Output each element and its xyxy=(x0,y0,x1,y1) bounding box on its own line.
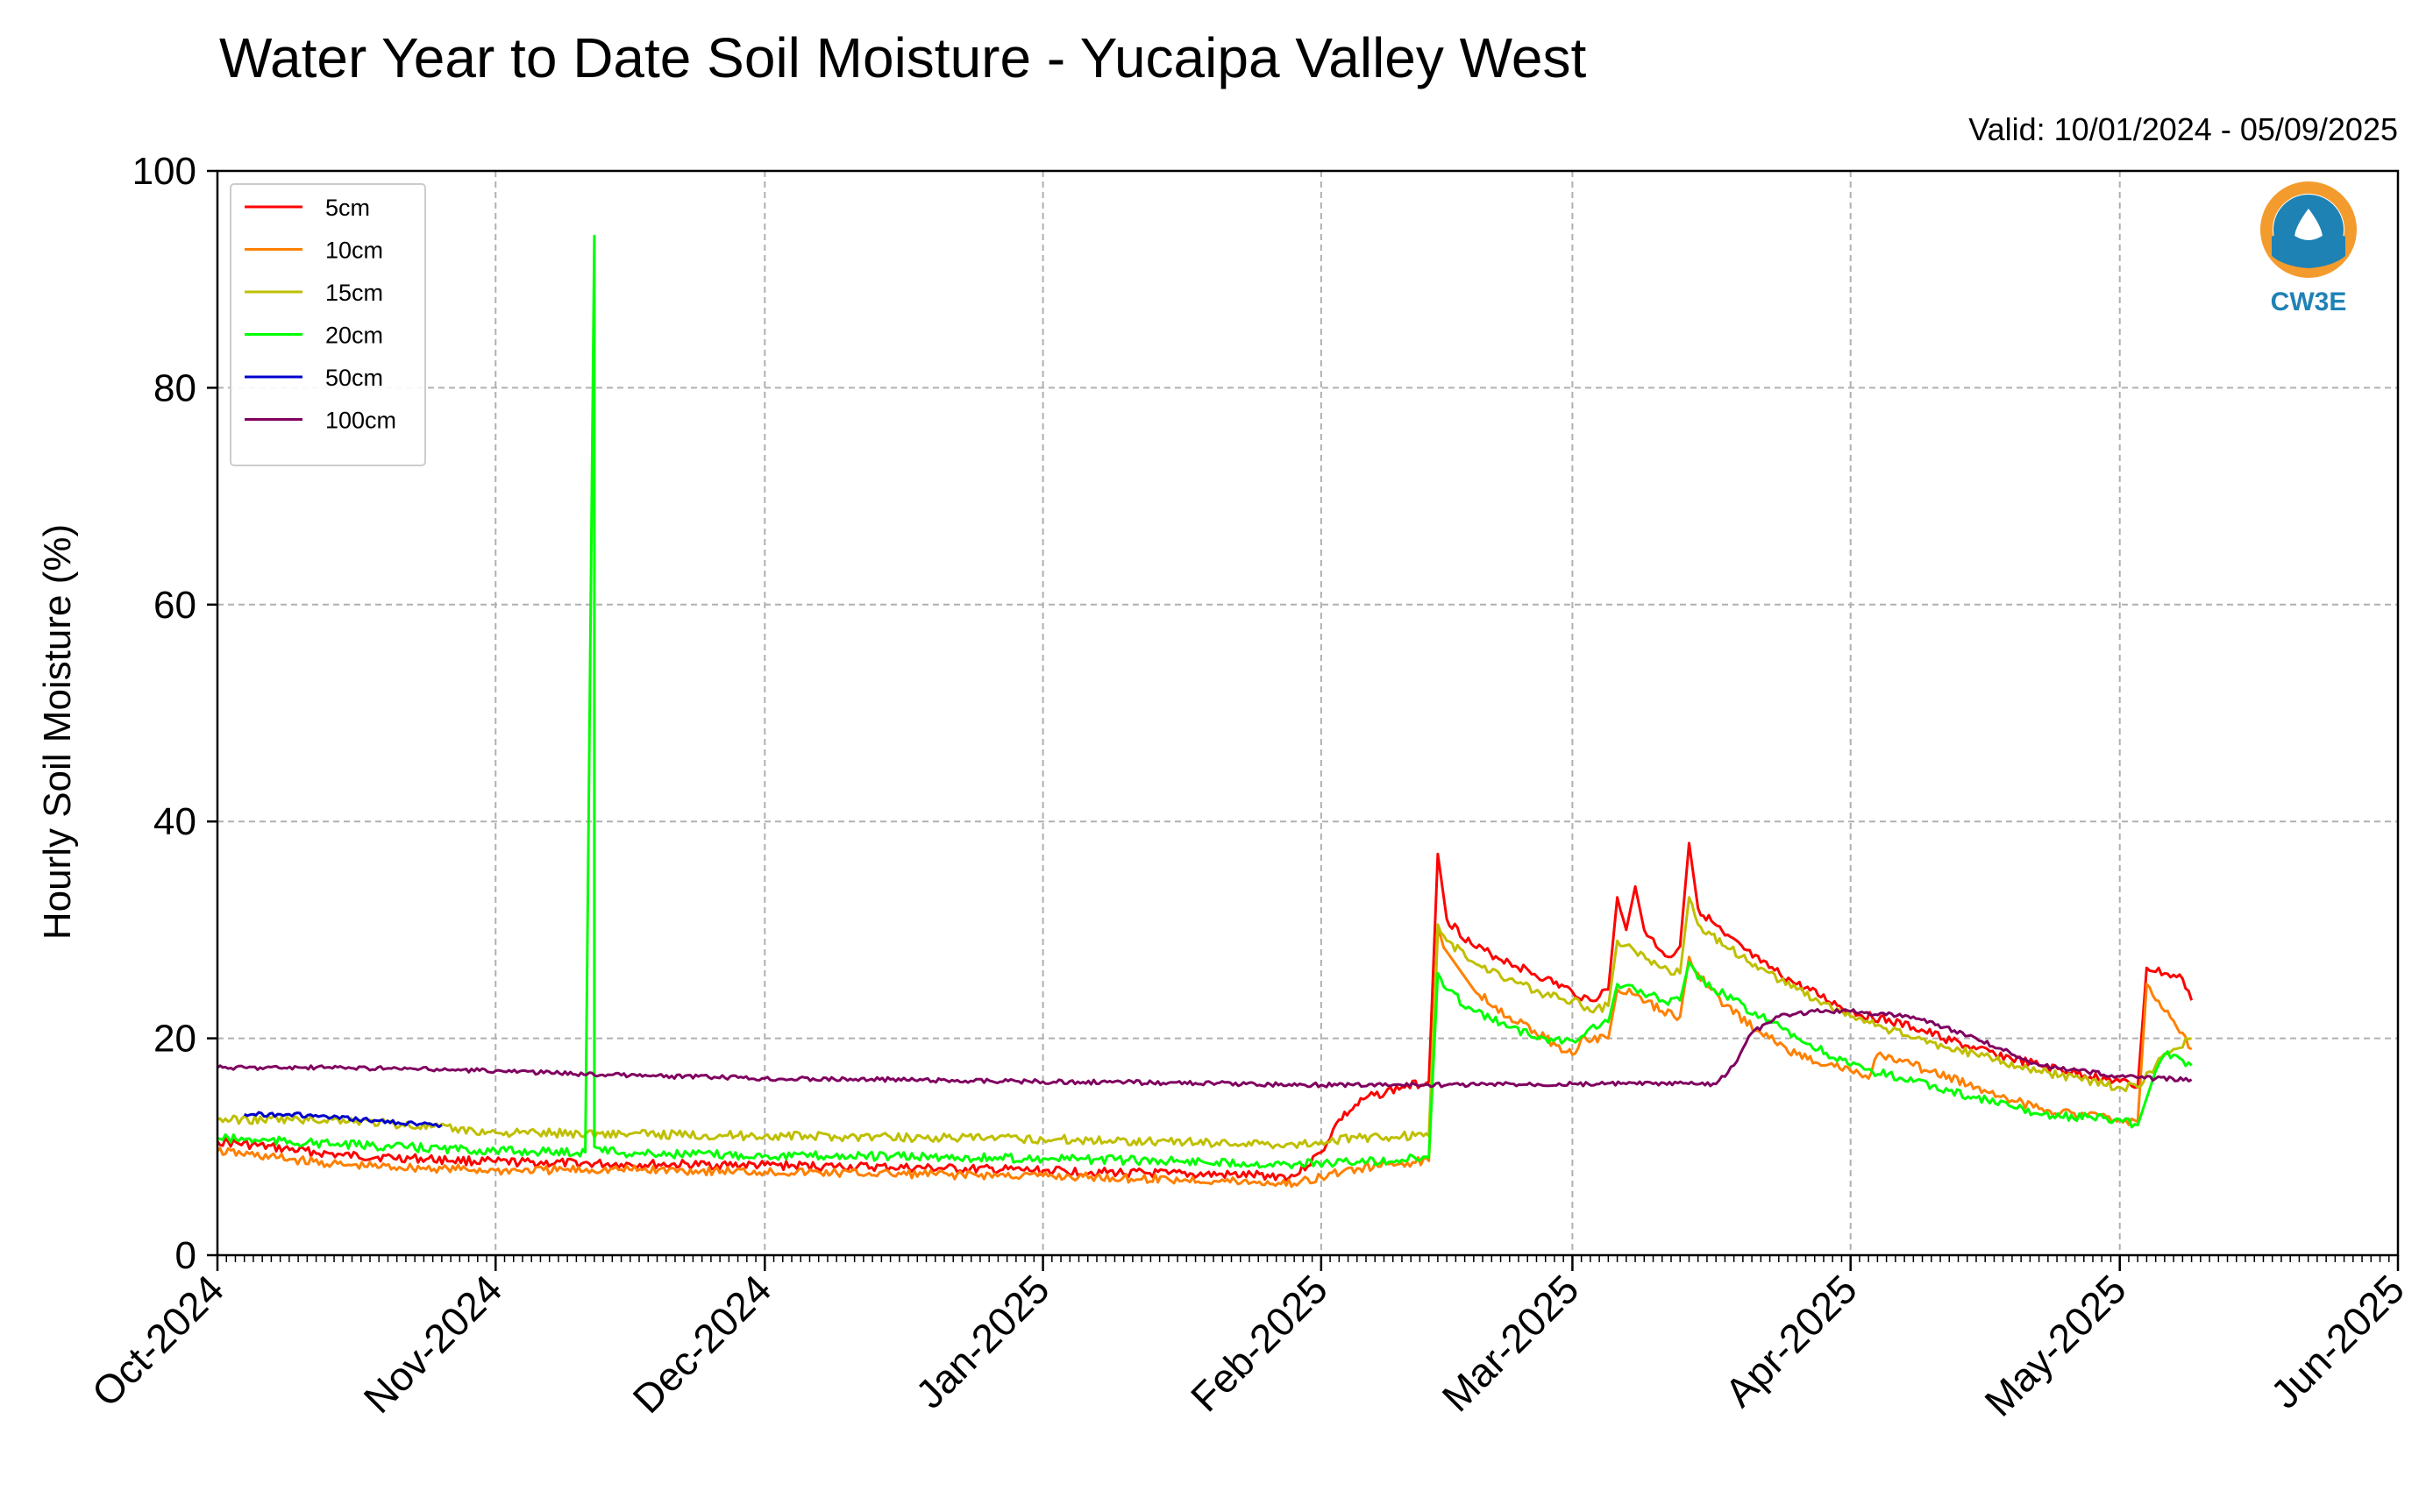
grid xyxy=(217,171,2398,1255)
legend-label-10cm: 10cm xyxy=(325,238,383,264)
legend-label-50cm: 50cm xyxy=(325,365,383,391)
cw3e-logo-text: CW3E xyxy=(2271,287,2347,316)
y-tick-label: 0 xyxy=(175,1234,196,1277)
chart-title: Water Year to Date Soil Moisture - Yucai… xyxy=(219,26,1587,89)
x-tick-label: May-2025 xyxy=(1975,1266,2134,1424)
series-line-50cm xyxy=(244,1111,443,1129)
x-tick-label: Jun-2025 xyxy=(2262,1266,2413,1416)
x-tick-label: Oct-2024 xyxy=(83,1266,233,1416)
legend: 5cm 10cm 15cm 20cm 50cm 100cm xyxy=(230,183,426,466)
series-line-5cm xyxy=(216,841,2194,1182)
cw3e-logo: CW3E xyxy=(2260,181,2357,316)
series-line-15cm xyxy=(217,896,2192,1150)
chart-subtitle: Valid: 10/01/2024 - 05/09/2025 xyxy=(1968,111,2398,147)
y-tick-label: 40 xyxy=(153,800,196,843)
y-tick-label: 20 xyxy=(153,1018,196,1061)
x-tick-label: Apr-2025 xyxy=(1716,1266,1866,1416)
series-line-100cm xyxy=(217,1008,2193,1089)
axis-ticks: 0 20 40 60 80 100 Oct-2024 Nov-2024 Dec-2024 Jan-… xyxy=(83,150,2414,1425)
x-tick-label: Jan-2025 xyxy=(907,1266,1057,1416)
x-tick-label: Nov-2024 xyxy=(355,1266,511,1422)
legend-label-20cm: 20cm xyxy=(325,323,383,349)
x-tick-label: Mar-2025 xyxy=(1434,1266,1588,1420)
series-lines xyxy=(216,234,2194,1189)
wave-icon xyxy=(2272,233,2345,268)
legend-label-100cm: 100cm xyxy=(325,408,396,434)
plot-frame xyxy=(216,169,2400,1257)
legend-label-15cm: 15cm xyxy=(325,280,383,306)
y-tick-label: 80 xyxy=(153,366,196,409)
y-axis-label: Hourly Soil Moisture (%) xyxy=(36,524,79,940)
x-tick-label: Dec-2024 xyxy=(624,1266,780,1422)
legend-label-5cm: 5cm xyxy=(325,195,370,221)
y-tick-label: 100 xyxy=(132,150,196,193)
y-tick-label: 60 xyxy=(153,584,196,627)
series-line-20cm xyxy=(217,234,2193,1170)
cw3e-logo-icon xyxy=(2260,181,2357,278)
x-tick-label: Feb-2025 xyxy=(1182,1266,1336,1420)
series-line-10cm xyxy=(216,928,2193,1189)
legend-box xyxy=(230,183,426,466)
